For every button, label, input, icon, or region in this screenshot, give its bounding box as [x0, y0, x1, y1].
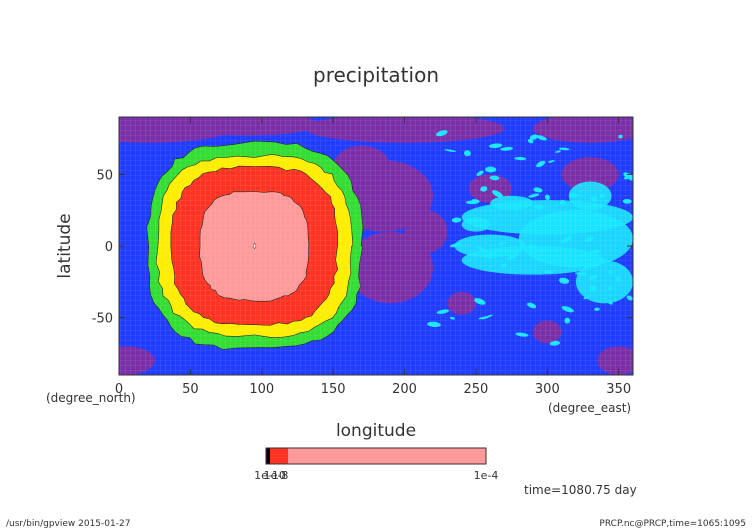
x-tick-label: 250 — [464, 382, 489, 397]
x-tick-label: 50 — [182, 382, 199, 397]
y-unit-label: (degree_north) — [46, 391, 136, 405]
footer-right: PRCP.nc@PRCP,time=1065:1095 — [599, 519, 746, 529]
x-axis: 0 50 100 150 200 250 300 350 — [115, 117, 631, 397]
colorbar-seg-red — [270, 448, 288, 464]
y-axis-label: latitude — [55, 213, 75, 278]
colorbar-seg-black — [266, 448, 270, 464]
x-tick-label: 0 — [115, 382, 123, 397]
x-tick-label: 100 — [249, 382, 274, 397]
time-label: time=1080.75 day — [524, 483, 637, 497]
y-tick-label: 0 — [105, 240, 113, 255]
colorbar: 1e-10 1e-8 1e-4 — [254, 447, 499, 482]
x-tick-label: 150 — [321, 382, 346, 397]
x-tick-label: 200 — [392, 382, 417, 397]
plot-area — [119, 117, 633, 375]
colorbar-min-label-overlap: 1e-8 — [264, 469, 289, 482]
y-tick-label: -50 — [92, 312, 113, 327]
x-tick-label: 300 — [535, 382, 560, 397]
footer-left: /usr/bin/gpview 2015-01-27 — [6, 519, 130, 529]
colorbar-min-label: 1e-10 — [254, 469, 286, 482]
grid-overlay — [119, 117, 633, 375]
y-tick-label: 50 — [96, 168, 113, 183]
colorbar-seg-pink — [288, 448, 486, 464]
x-unit-label: (degree_east) — [548, 401, 631, 415]
colorbar-frame — [265, 447, 487, 465]
x-tick-label: 350 — [606, 382, 631, 397]
x-axis-label: longitude — [336, 421, 416, 441]
colorbar-max-label: 1e-4 — [474, 469, 499, 482]
chart-title: precipitation — [313, 63, 439, 87]
y-axis: -50 0 50 — [92, 168, 633, 327]
